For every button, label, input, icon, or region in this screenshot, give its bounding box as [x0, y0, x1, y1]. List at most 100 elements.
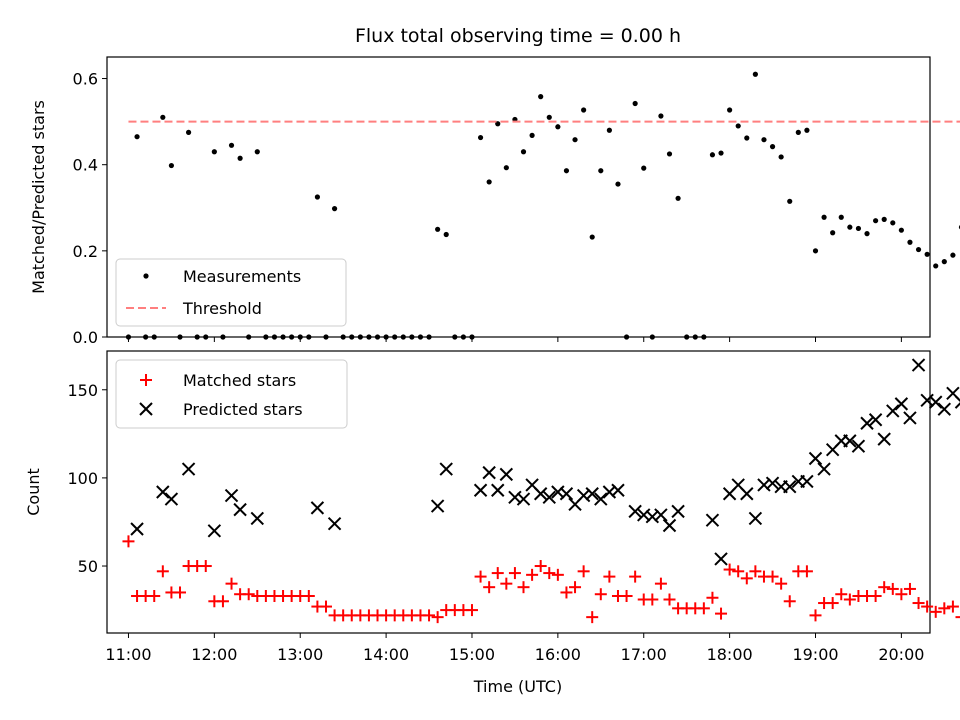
predicted-stars-point: [559, 487, 574, 501]
matched-stars-point: [869, 589, 882, 602]
matched-stars-point: [465, 604, 478, 617]
measurement-point: [933, 263, 939, 269]
matched-stars-point: [706, 591, 719, 604]
predicted-stars-point: [130, 522, 144, 536]
predicted-stars-point: [671, 504, 685, 519]
legend-predicted-swatch: [139, 402, 153, 416]
measurement-point: [821, 214, 827, 220]
measurement-point: [203, 334, 209, 340]
matched-stars-point: [431, 611, 444, 624]
x-tick-label: 18:00: [707, 645, 753, 664]
legend-threshold-label: Threshold: [182, 299, 262, 318]
predicted-stars-point: [911, 358, 926, 372]
matched-stars-point: [225, 577, 238, 590]
measurement-point: [246, 334, 252, 340]
ratio-y-axis-label: Matched/Predicted stars: [29, 100, 48, 294]
measurement-point: [143, 334, 149, 340]
measurement-point: [194, 334, 200, 340]
measurement-point: [503, 165, 509, 171]
measurement-point: [211, 149, 217, 155]
matched-stars-point: [569, 581, 582, 594]
matched-stars-point: [122, 535, 135, 548]
predicted-stars-point: [611, 483, 625, 497]
matched-stars-point: [620, 589, 633, 602]
measurement-point: [443, 231, 449, 238]
measurement-point: [357, 334, 363, 340]
matched-stars-point: [199, 560, 212, 573]
ratio-panel: 0.0 0.2 0.4 0.6 Matched/Predicted stars Mea…: [29, 56, 960, 347]
measurement-point: [727, 107, 733, 113]
matched-stars-point: [508, 567, 521, 580]
predicted-stars-point: [843, 434, 857, 448]
measurement-point: [881, 216, 887, 222]
predicted-stars-point: [516, 492, 531, 506]
matched-stars-point: [826, 597, 839, 610]
matched-stars-point: [483, 581, 496, 594]
matched-stars-point: [517, 581, 530, 594]
predicted-stars-point: [156, 485, 170, 499]
matched-stars-point: [715, 607, 728, 620]
matched-stars-point: [654, 577, 667, 590]
measurement-point: [649, 334, 655, 340]
predicted-stars-point: [439, 462, 453, 476]
matched-stars-point: [543, 567, 556, 580]
x-tick-label: 12:00: [191, 645, 237, 664]
measurement-point: [486, 179, 492, 185]
measurement-point: [314, 194, 321, 200]
matched-stars-point: [946, 600, 959, 613]
matched-stars-point: [886, 582, 899, 595]
measurement-point: [692, 334, 698, 340]
legend-matched-label: Matched stars: [183, 371, 296, 390]
matched-stars-point: [526, 568, 539, 581]
measurement-point: [160, 114, 166, 120]
measurement-point: [366, 334, 372, 340]
predicted-stars-point: [542, 490, 556, 504]
matched-stars-point: [835, 588, 848, 601]
predicted-stars-point: [654, 508, 668, 522]
measurement-point: [546, 114, 552, 120]
count-y-axis-label: Count: [24, 468, 43, 516]
ratio-y-tick-label: 0.0: [73, 328, 98, 347]
measurement-point: [426, 334, 432, 340]
measurement-point: [374, 334, 381, 340]
predicted-stars-point: [868, 413, 883, 427]
measurement-point: [941, 259, 947, 265]
matched-stars-point: [749, 565, 762, 578]
matched-stars-point: [319, 600, 332, 613]
measurement-point: [675, 195, 681, 201]
predicted-stars-point: [877, 432, 891, 446]
measurement-point: [718, 150, 724, 156]
measurement-point: [787, 198, 793, 204]
predicted-stars-point: [662, 518, 677, 533]
count-legend-box: [115, 359, 348, 429]
matched-stars-point: [766, 570, 779, 583]
measurement-point: [477, 134, 484, 141]
legend-matched-swatch: [140, 374, 152, 386]
measurement-point: [280, 334, 286, 340]
predicted-stars-point: [808, 451, 823, 466]
measurement-point: [340, 334, 346, 340]
predicted-stars-point: [954, 395, 960, 409]
ratio-y-tick-label: 0.2: [73, 242, 98, 261]
predicted-stars-point: [310, 501, 325, 515]
measurement-point: [847, 224, 853, 230]
matched-stars-point: [551, 568, 564, 581]
measurement-point: [297, 334, 303, 340]
measurement-point: [271, 334, 278, 340]
measurement-point: [915, 246, 922, 253]
matched-stars-point: [534, 560, 547, 573]
predicted-stars-point: [499, 467, 514, 482]
count-plot-area: [122, 358, 960, 624]
ratio-plot-frame: [106, 56, 931, 338]
measurement-point: [804, 127, 810, 133]
measurement-point: [409, 334, 415, 340]
measurement-point: [701, 334, 707, 340]
x-tick-label: 17:00: [621, 645, 667, 664]
predicted-stars-point: [250, 511, 264, 526]
measurement-point: [795, 129, 801, 135]
ratio-y-tick-label: 0.6: [73, 70, 98, 89]
measurement-point: [400, 334, 406, 340]
matched-stars-point: [732, 565, 745, 578]
measurement-point: [392, 334, 398, 340]
measurement-point: [658, 113, 664, 119]
